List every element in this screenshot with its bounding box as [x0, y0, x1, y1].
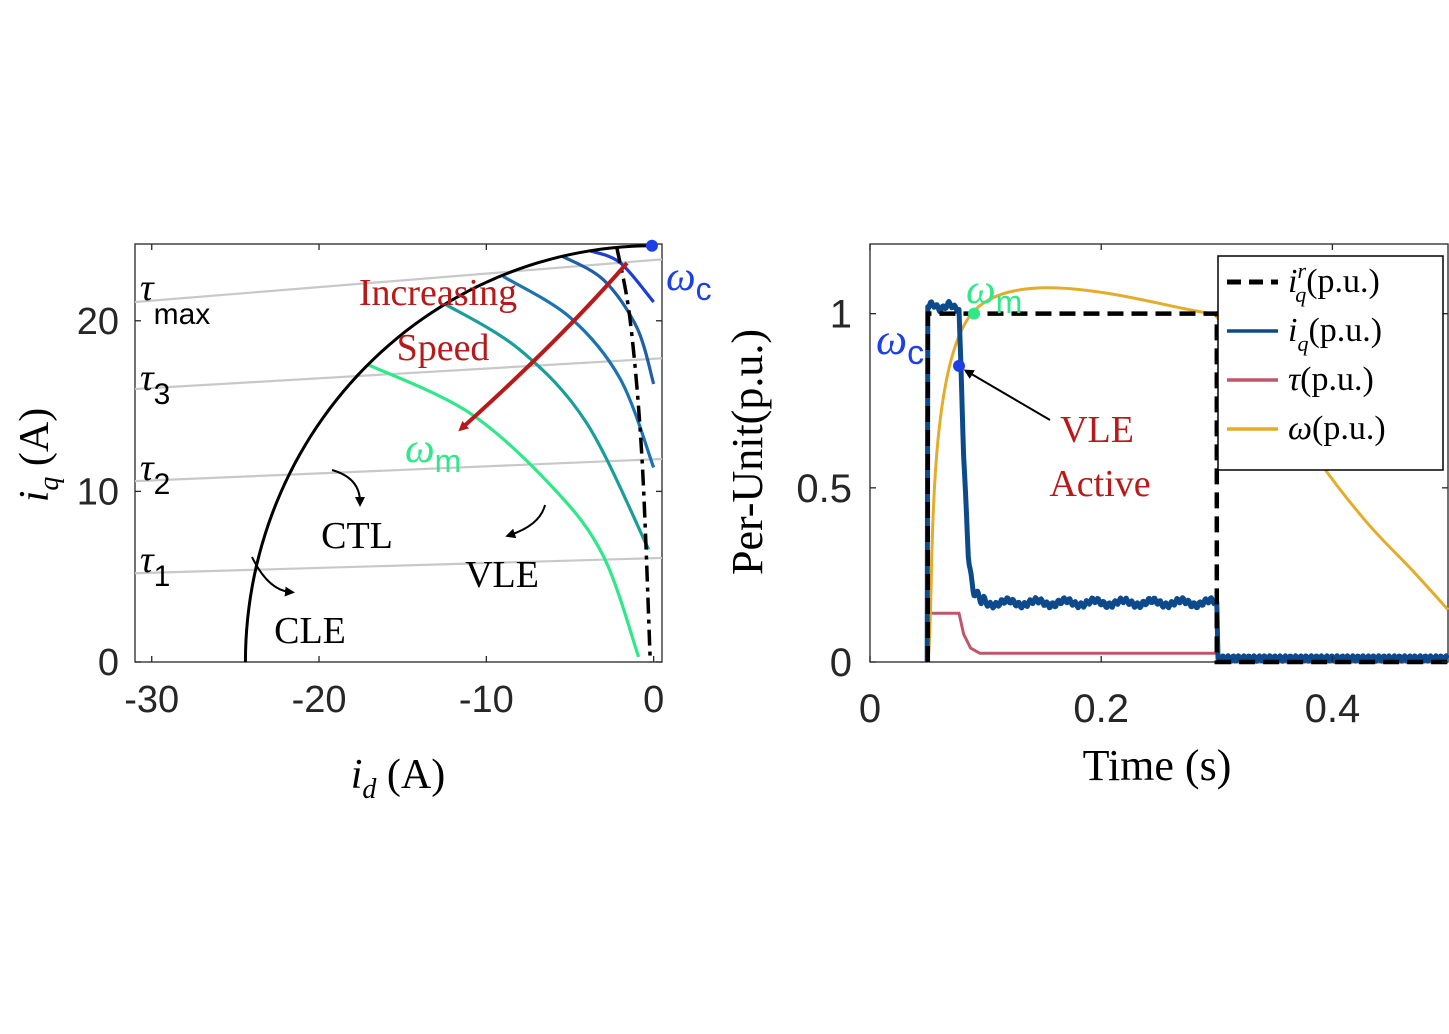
- right-y-tick-label-0: 0: [830, 641, 852, 685]
- voltage-limit-curve-3: [560, 254, 656, 385]
- torque-line-1: [134, 457, 663, 483]
- increasing-speed-label-line2: Speed: [397, 327, 490, 369]
- right-plot-ticks: 0 0.2 0.4 0 0.5 1: [796, 244, 1448, 731]
- omega-c-label-left: ωc: [666, 254, 712, 307]
- torque-line-2: [134, 357, 663, 391]
- left-y-tick-label-2: 20: [77, 301, 119, 343]
- series-omega-line: [926, 286, 1449, 663]
- tau-3-label: τ3: [140, 357, 170, 411]
- omega-c-label-right: ωc: [876, 315, 924, 372]
- right-y-tick-label-1: 0.5: [796, 467, 852, 511]
- vle-active-label-line2: Active: [1049, 463, 1150, 505]
- right-x-tick-label-2: 0.4: [1305, 687, 1361, 731]
- torque-lines: [134, 258, 663, 575]
- tau-max-label: τmax: [140, 267, 210, 331]
- right-x-tick-label-1: 0.2: [1073, 687, 1129, 731]
- left-x-tick-label-0: -30: [124, 679, 179, 721]
- legend-label-1: iq(p.u.): [1288, 312, 1382, 356]
- torque-line-0: [134, 556, 663, 575]
- left-x-tick-label-1: -20: [292, 679, 347, 721]
- left-y-tick-label-0: 0: [98, 642, 119, 684]
- omega-m-point-right: [968, 307, 981, 320]
- left-x-axis-label: id (A): [351, 752, 445, 805]
- cle-annotation-arrow: [251, 556, 295, 597]
- series-iq-ref-line: [925, 311, 1448, 665]
- left-y-tick-label-1: 10: [77, 471, 119, 513]
- legend-box: [1217, 255, 1444, 471]
- left-plot-id-iq-plane: -30 -20 -10 0 0 10 20 τ1 τ2 τ3 τmax Increasing…: [12, 239, 712, 805]
- right-y-axis-label: Per-Unit(p.u.): [723, 329, 772, 575]
- right-plot-time-response: 0 0.2 0.400.51 VLE Active ωc ωm ir q(p.u.)i…: [723, 243, 1449, 790]
- left-plot-frame: [134, 243, 663, 663]
- voltage-limit-curve-1: [443, 302, 651, 551]
- increasing-speed-arrow: [458, 261, 629, 432]
- cle-label: CLE: [274, 610, 346, 652]
- tau-2-label: τ2: [140, 447, 170, 501]
- legend-label-3: ω(p.u.): [1288, 410, 1386, 447]
- right-x-axis-label: Time (s): [1083, 741, 1232, 790]
- vle-annotation-arrow: [505, 504, 546, 539]
- vle-label: VLE: [465, 554, 539, 596]
- omega-c-point-left: [645, 239, 658, 252]
- right-x-tick-label-0: 0: [859, 687, 881, 731]
- left-x-tick-label-2: -10: [459, 679, 514, 721]
- omega-m-label-right: ωm: [966, 267, 1022, 320]
- ctl-annotation-arrow: [331, 469, 365, 507]
- voltage-limit-curve-0: [368, 363, 641, 658]
- vle-active-label-line1: VLE: [1060, 409, 1134, 451]
- mtpv-dashdot-curve: [615, 247, 653, 663]
- vle-active-arrow: [963, 369, 1051, 421]
- legend-label-0: ir q(p.u.): [1288, 258, 1380, 307]
- left-y-axis-label: iq (A): [12, 408, 65, 502]
- current-limit-circle: [243, 244, 654, 663]
- left-x-tick-label-3: 0: [643, 679, 664, 721]
- omega-c-point-right: [953, 359, 966, 372]
- ctl-label: CTL: [321, 515, 393, 557]
- increasing-speed-label-line1: Increasing: [359, 272, 517, 314]
- right-y-tick-label-2: 1: [830, 293, 852, 337]
- legend: ir q(p.u.) iq(p.u.) τ(p.u.) ω(p.u.): [1217, 255, 1444, 471]
- left-plot-ticks: -30 -20 -10 0 0 10 20: [77, 244, 664, 721]
- omega-m-label-left: ωm: [405, 426, 461, 479]
- torque-line-3: [134, 258, 663, 304]
- legend-label-2: τ(p.u.): [1288, 361, 1374, 398]
- time-series-lines: [924, 286, 1449, 665]
- tau-1-label: τ1: [140, 539, 170, 593]
